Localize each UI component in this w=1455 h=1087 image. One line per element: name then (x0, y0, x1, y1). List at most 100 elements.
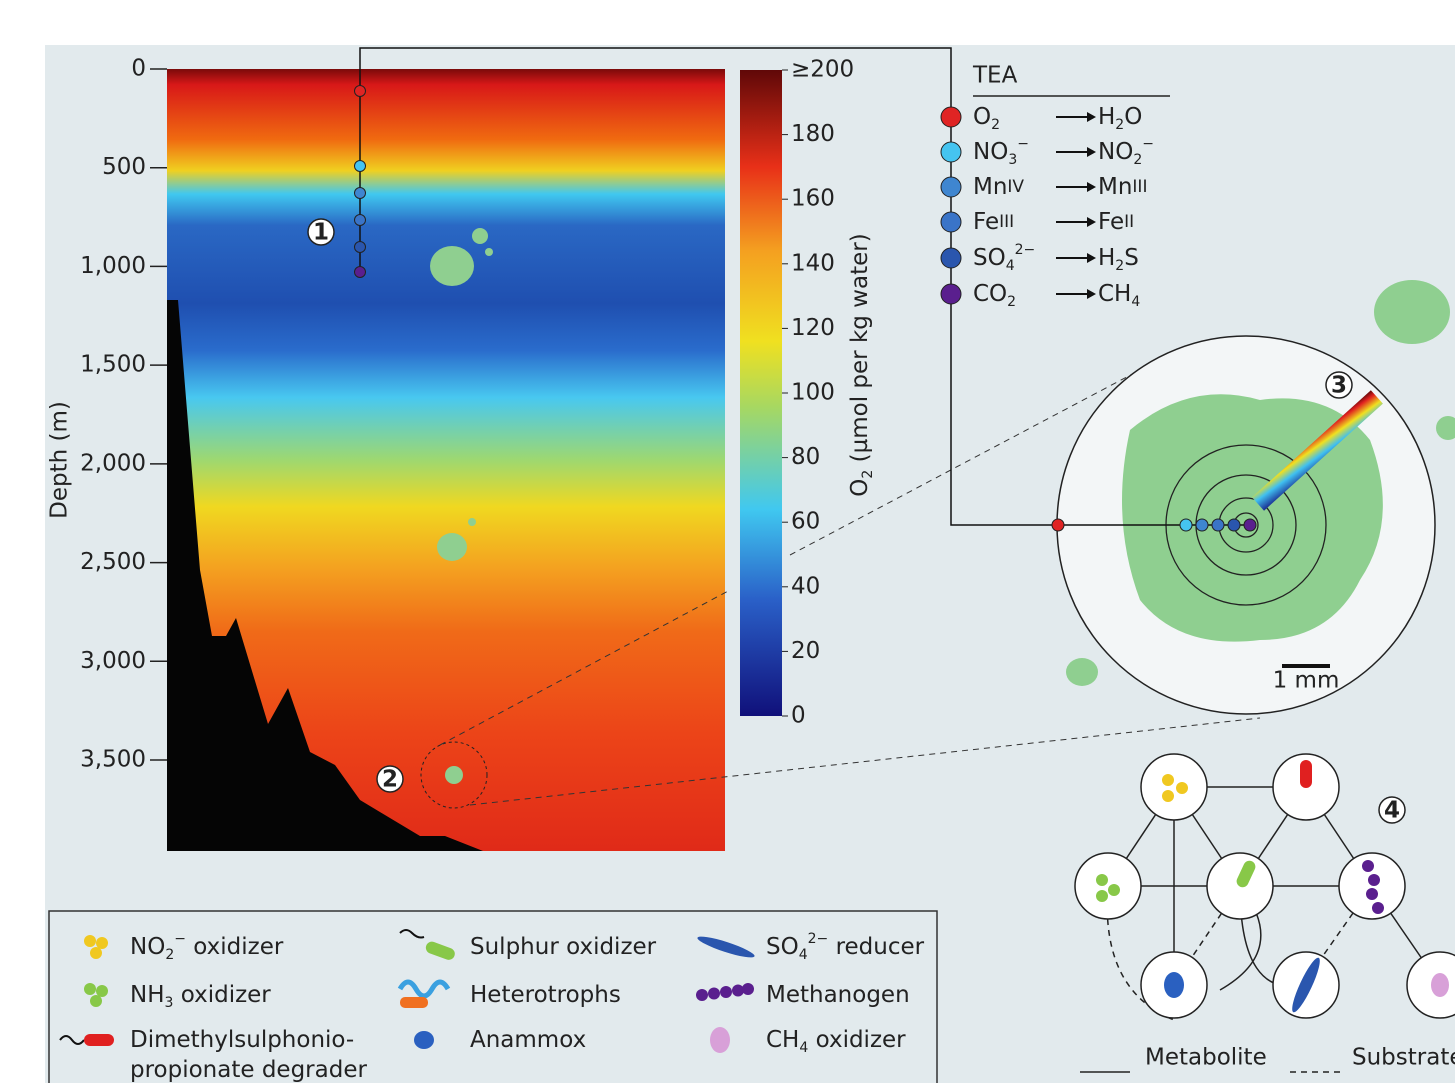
profile-dot (355, 188, 366, 199)
tea-from-part: CO (973, 281, 1007, 307)
shape (1374, 280, 1450, 344)
tea-from-part: Fe (973, 209, 999, 235)
tea-from-part: 2− (1015, 242, 1036, 258)
aggregate-dot (1196, 519, 1208, 531)
legend-label: Heterotrophs (470, 982, 621, 1008)
legend-label-part: Sulphur oxidizer (470, 934, 657, 960)
shape (1372, 902, 1384, 914)
shape (445, 766, 463, 784)
marker-label: 1 (313, 220, 329, 246)
tea-from-part: 3 (1008, 152, 1017, 168)
legend-label-part: NH (130, 982, 165, 1008)
marker-label: 3 (1331, 373, 1347, 399)
legend-label: propionate degrader (130, 1057, 367, 1083)
colorbar-tick-label: 80 (791, 444, 820, 470)
shape (1075, 853, 1141, 919)
legend-label-part: SO (766, 934, 799, 960)
legend-label-part: Dimethylsulphonio- (130, 1027, 354, 1053)
y-tick-label: 1,000 (80, 253, 146, 279)
tea-dot (941, 177, 961, 197)
tea-to-part: NO (1098, 139, 1133, 165)
legend-label-part: propionate degrader (130, 1057, 367, 1083)
legend-label-part: 2 (165, 947, 174, 963)
shape (1176, 782, 1188, 794)
legend-label-part: oxidizer (173, 982, 271, 1008)
colorbar-tick-label: 120 (791, 315, 835, 341)
shape (472, 228, 488, 244)
tea-from-part: NO (973, 139, 1008, 165)
profile-dot (355, 242, 366, 253)
colorbar-tick-label: 40 (791, 573, 820, 599)
tea-to-part: O (1124, 104, 1142, 130)
colorbar-label-part: (µmol per kg water) (847, 233, 873, 469)
icon (720, 986, 732, 998)
icon (96, 985, 108, 997)
legend-label-part: 2− (808, 931, 829, 947)
icon (84, 1034, 114, 1046)
tea-from-part: SO (973, 245, 1006, 271)
shape (430, 246, 474, 286)
icon (84, 935, 96, 947)
icon (710, 1027, 730, 1053)
tea-title: TEA (972, 63, 1018, 89)
tea-from-part: III (999, 212, 1014, 232)
tea-from-part: 2 (991, 117, 1000, 133)
icon (742, 983, 754, 995)
shape (1162, 790, 1174, 802)
tea-dot (941, 212, 961, 232)
y-tick-label: 3,000 (80, 648, 146, 674)
y-axis-label: Depth (m) (47, 401, 73, 519)
network-legend-dashed: Substrate (1352, 1045, 1455, 1071)
tea-dot (941, 142, 961, 162)
legend-label-part: Anammox (470, 1027, 586, 1053)
shape (1362, 860, 1374, 872)
legend-label-part: Methanogen (766, 982, 910, 1008)
icon (84, 983, 96, 995)
icon (400, 997, 428, 1008)
body: 05001,0001,5002,0002,5003,0003,500Depth … (0, 0, 1455, 1083)
tea-to-part: S (1124, 245, 1139, 271)
tea-to: MnIII (1098, 174, 1147, 200)
legend-label-part: NO (130, 934, 165, 960)
colorbar-label-part: 2 (860, 470, 876, 479)
y-tick-label: 2,500 (80, 549, 146, 575)
tea-to-part: III (1132, 177, 1147, 197)
shape (1066, 658, 1098, 686)
aggregate-dot (1212, 519, 1224, 531)
colorbar-tick-label: 180 (791, 121, 835, 147)
tea-to-part: 4 (1131, 294, 1140, 310)
legend-label: CH4 oxidizer (766, 1027, 906, 1057)
tea-to-part: II (1124, 212, 1134, 232)
colorbar-label-part: O (847, 479, 873, 497)
network-legend-solid: Metabolite (1145, 1045, 1267, 1071)
shape (1096, 890, 1108, 902)
legend-label-part: 4 (799, 947, 808, 963)
legend-label-part: oxidizer (808, 1027, 906, 1053)
legend-label: Anammox (470, 1027, 586, 1053)
tea-to-part: Mn (1098, 174, 1132, 200)
legend-label: NO2− oxidizer (130, 931, 284, 963)
profile-dot (355, 86, 366, 97)
tea-to: FeII (1098, 209, 1134, 235)
tea-from-part: − (1017, 136, 1029, 152)
colorbar-tick-label: 20 (791, 638, 820, 664)
shape (1108, 884, 1120, 896)
legend-label-part: − (174, 931, 186, 947)
y-tick-label: 2,000 (80, 450, 146, 476)
shape (1141, 754, 1207, 820)
shape (1300, 760, 1312, 788)
shape (1162, 774, 1174, 786)
colorbar-label: O2 (µmol per kg water) (847, 233, 877, 496)
aggregate-dot (1244, 519, 1256, 531)
colorbar (740, 70, 782, 716)
legend-label-part: 4 (799, 1040, 808, 1056)
icon (696, 989, 708, 1001)
aggregate-dot (1052, 519, 1064, 531)
legend-label: SO42− reducer (766, 931, 925, 963)
marker-label: 4 (1384, 798, 1400, 824)
icon (96, 937, 108, 949)
legend-label-part: CH (766, 1027, 799, 1053)
tea-from-part: 4 (1006, 258, 1015, 274)
y-tick-label: 3,500 (80, 747, 146, 773)
aggregate-dot (1228, 519, 1240, 531)
